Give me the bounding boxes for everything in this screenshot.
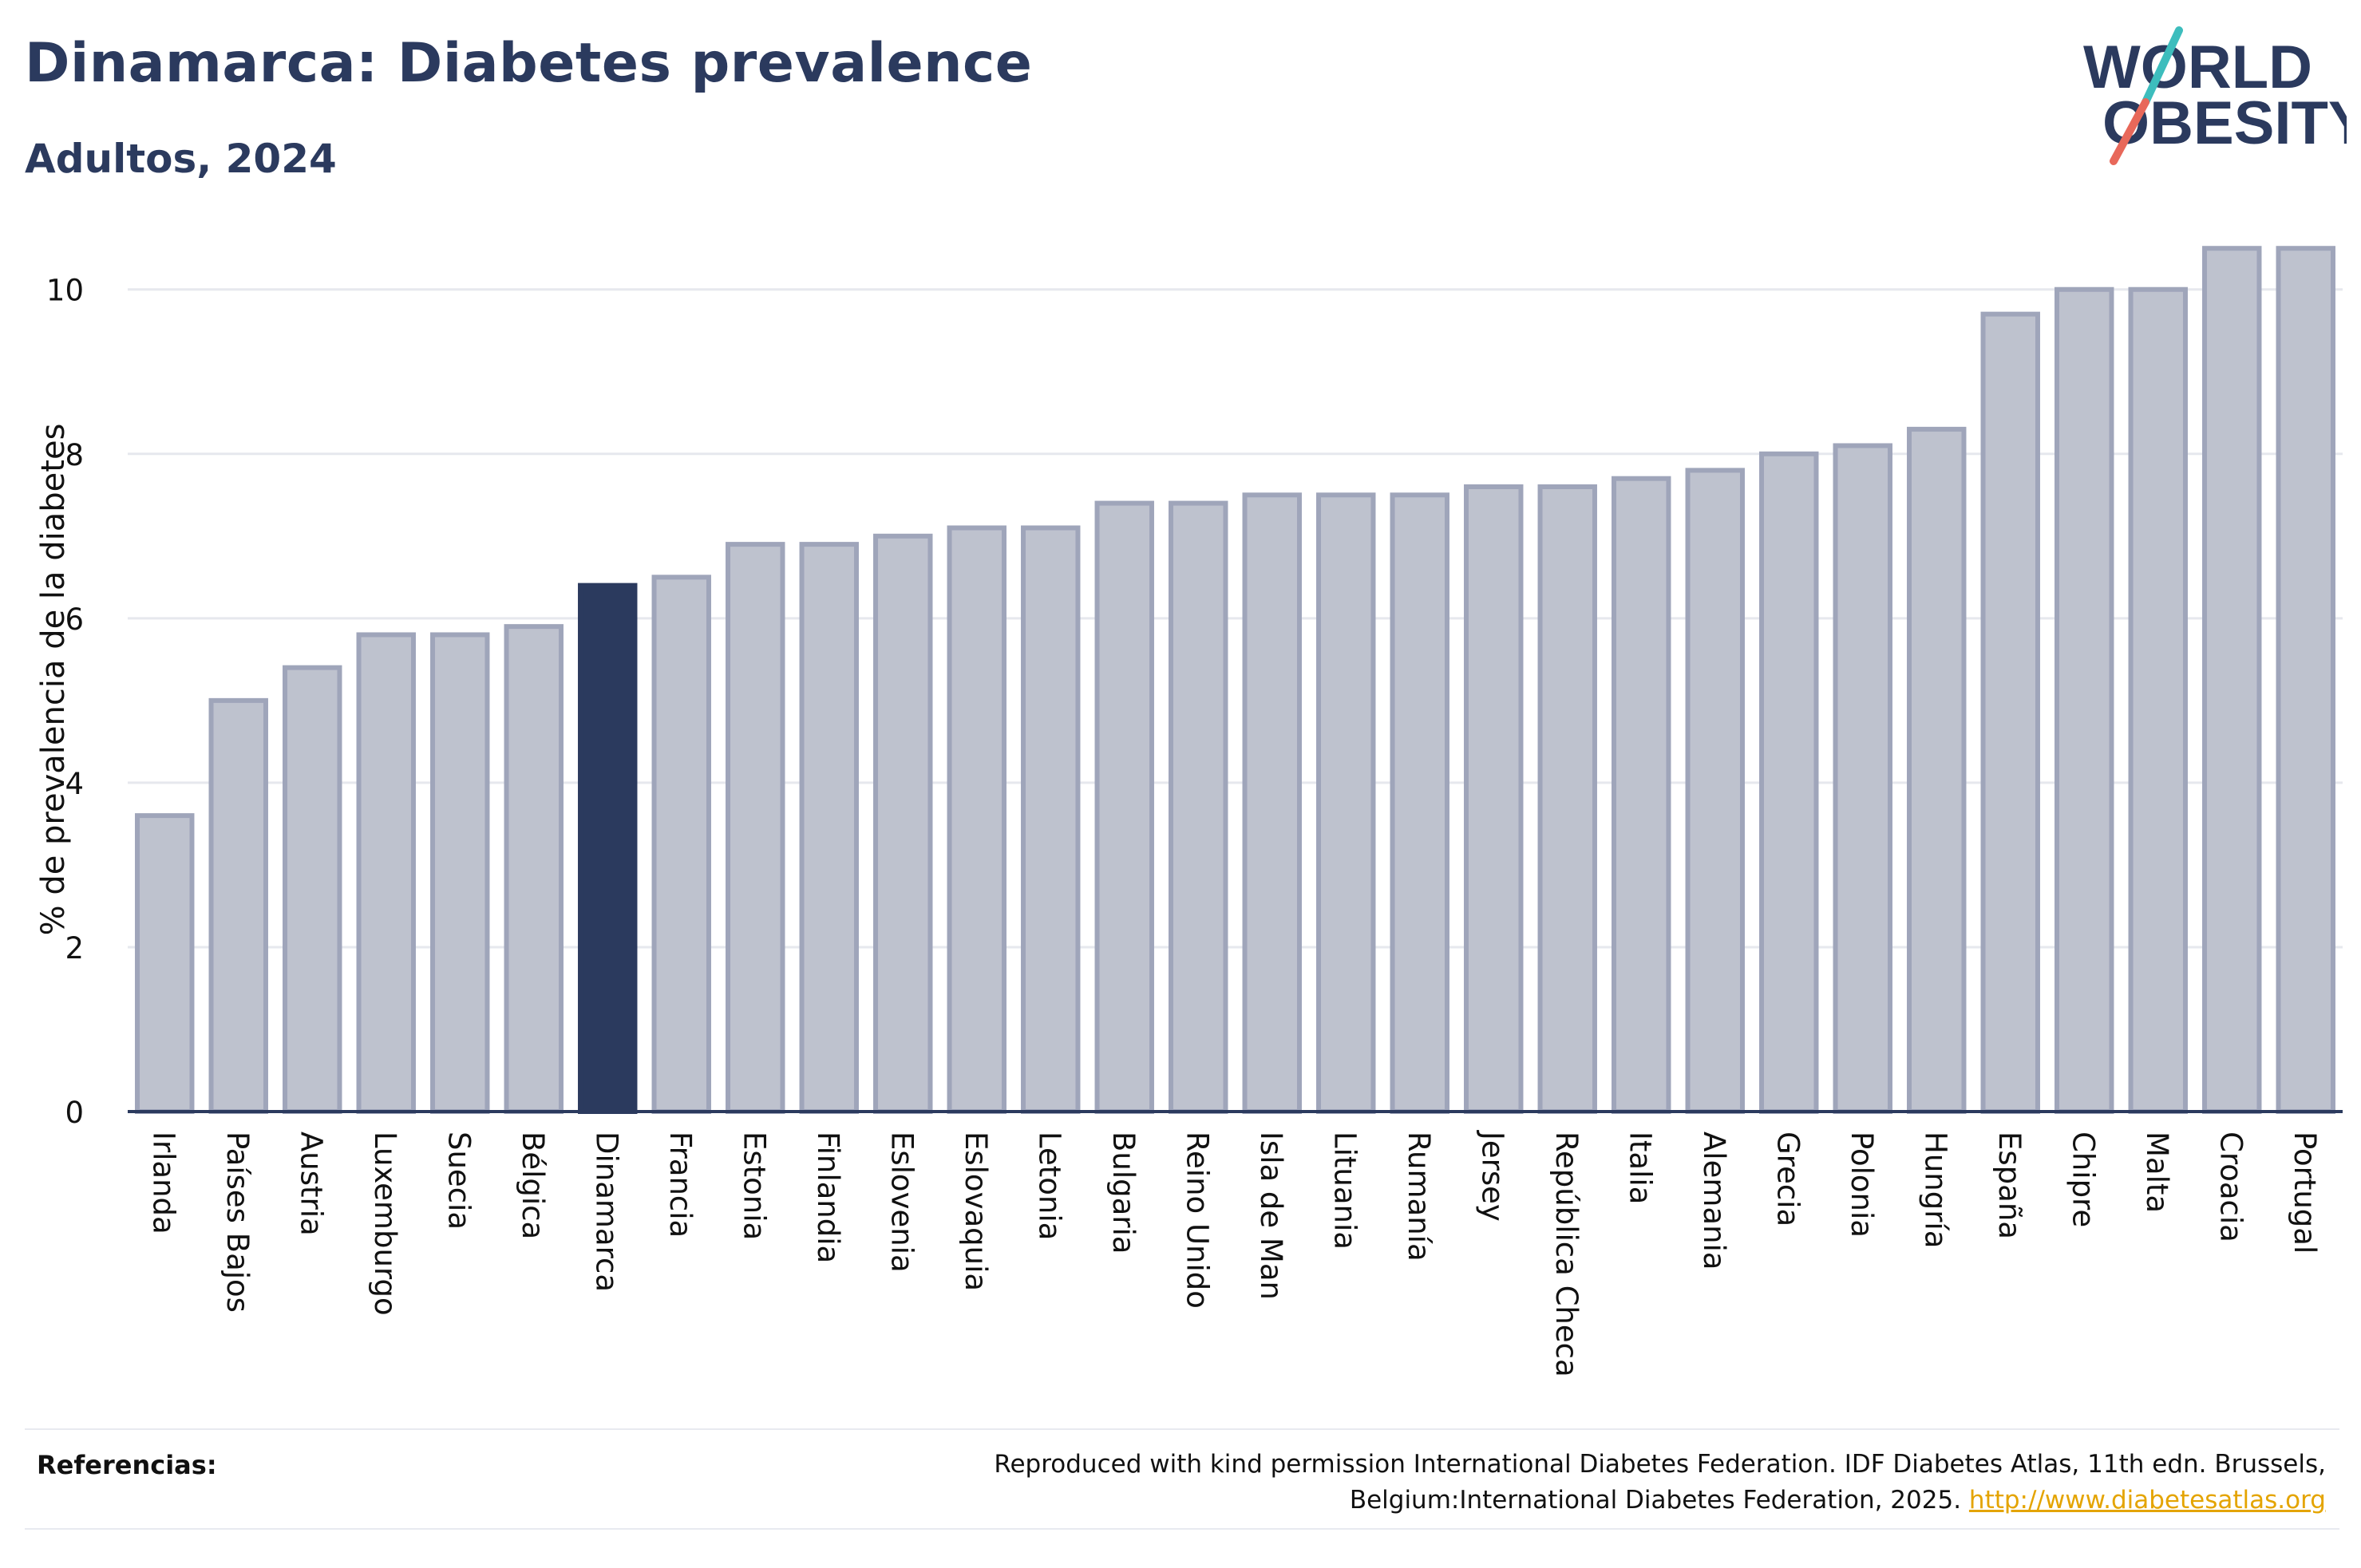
x-tick-label: Grecia: [1770, 1132, 1805, 1226]
bar-alemania: [1685, 468, 1745, 1114]
bar-francia: [651, 575, 711, 1114]
footer-divider-top: [25, 1428, 2339, 1430]
x-tick-label: Eslovenia: [884, 1132, 919, 1273]
x-tick-label: Eslovaquia: [959, 1132, 993, 1291]
x-tick-label: Polonia: [1845, 1132, 1879, 1238]
bar-chart: 0 2 4 6 8 10 % de prevalencia de la diabetes Ir…: [35, 246, 2343, 1377]
y-tick-label: 0: [65, 1096, 84, 1130]
x-tick-label: Bélgica: [516, 1132, 550, 1239]
x-tick-label: Países Bajos: [220, 1132, 255, 1313]
x-tick-label: Dinamarca: [589, 1132, 623, 1292]
bar-bulgaria: [1094, 500, 1154, 1114]
logo-slash-top: [2142, 26, 2183, 106]
y-axis-label: % de prevalencia de la diabetes: [35, 424, 72, 936]
x-tick-label: Jersey: [1475, 1130, 1509, 1222]
world-obesity-logo: WORLD OBESITY: [2083, 26, 2347, 165]
bar-portugal: [2276, 246, 2335, 1114]
x-tick-label: Irlanda: [146, 1132, 180, 1234]
x-tick-label: Estonia: [737, 1132, 771, 1240]
x-tick-label: Francia: [663, 1132, 698, 1238]
y-tick-label: 4: [65, 767, 84, 801]
bar-croacia: [2202, 246, 2262, 1114]
bar-austria: [283, 665, 342, 1114]
bar-países-bajos: [208, 697, 268, 1114]
bar-eslovenia: [873, 533, 933, 1114]
chart-title: Dinamarca: Diabetes prevalence: [25, 32, 1033, 95]
x-tick-label: Reino Unido: [1180, 1132, 1214, 1309]
bar-hungría: [1907, 426, 1967, 1114]
x-tick-label: Hungría: [1918, 1132, 1952, 1248]
bar-rumanía: [1390, 492, 1449, 1114]
bar-suecia: [430, 632, 490, 1114]
x-tick-label: Rumanía: [1402, 1132, 1436, 1262]
y-tick-label: 6: [65, 602, 84, 637]
references-label: Referencias:: [37, 1450, 217, 1480]
references-body: Reproduced with kind permission Internat…: [994, 1450, 2326, 1515]
x-tick-label: Bulgaria: [1106, 1132, 1141, 1254]
bar-luxemburgo: [356, 632, 416, 1114]
y-tick-label: 8: [65, 438, 84, 472]
bar-jersey: [1464, 484, 1524, 1114]
bar-lituania: [1316, 492, 1376, 1114]
chart-subtitle: Adultos, 2024: [25, 136, 337, 182]
x-tick-label: Chipre: [2066, 1132, 2100, 1227]
bar-finlandia: [799, 542, 859, 1114]
x-tick-label: Croacia: [2213, 1132, 2248, 1242]
logo-word-world: WORLD: [2083, 34, 2312, 101]
bar-isla-de-man: [1242, 492, 1302, 1114]
x-tick-label: Lituania: [1327, 1132, 1362, 1250]
bar-chipre: [2055, 286, 2114, 1115]
footer-divider-bottom: [25, 1528, 2339, 1530]
references-text: Reproduced with kind permission Internat…: [730, 1447, 2326, 1519]
x-tick-label: Isla de Man: [1254, 1132, 1288, 1300]
references-link[interactable]: http://www.diabetesatlas.org: [1968, 1486, 2326, 1515]
x-tick-label: Italia: [1623, 1132, 1657, 1204]
x-tick-label: Alemania: [1697, 1132, 1731, 1270]
bar-estonia: [726, 542, 785, 1114]
x-tick-label: Luxemburgo: [368, 1132, 402, 1316]
bar-españa: [1980, 311, 2040, 1114]
bar-eslovaquia: [947, 525, 1006, 1114]
y-tick-label: 2: [65, 931, 84, 966]
x-tick-label: Suecia: [441, 1132, 476, 1230]
bar-irlanda: [135, 813, 195, 1114]
x-tick-label: Malta: [2140, 1132, 2174, 1213]
bar-bélgica: [504, 624, 564, 1114]
bar-letonia: [1021, 525, 1081, 1114]
x-tick-label: España: [1992, 1132, 2027, 1239]
bar-grecia: [1759, 451, 1819, 1114]
y-tick-label: 10: [46, 274, 84, 308]
x-tick-label: Letonia: [1032, 1132, 1066, 1240]
x-tick-label: Portugal: [2288, 1132, 2322, 1254]
bar-malta: [2128, 286, 2188, 1115]
x-tick-label: Austria: [294, 1132, 328, 1236]
logo-slash-bottom: [2110, 98, 2149, 165]
bar-república-checa: [1537, 484, 1597, 1114]
bar-reino-unido: [1169, 500, 1228, 1114]
x-tick-label: República Checa: [1549, 1132, 1584, 1377]
bar-dinamarca: [578, 583, 638, 1114]
bar-italia: [1612, 476, 1671, 1114]
bar-polonia: [1833, 443, 1892, 1114]
x-tick-label: Finlandia: [811, 1132, 845, 1263]
